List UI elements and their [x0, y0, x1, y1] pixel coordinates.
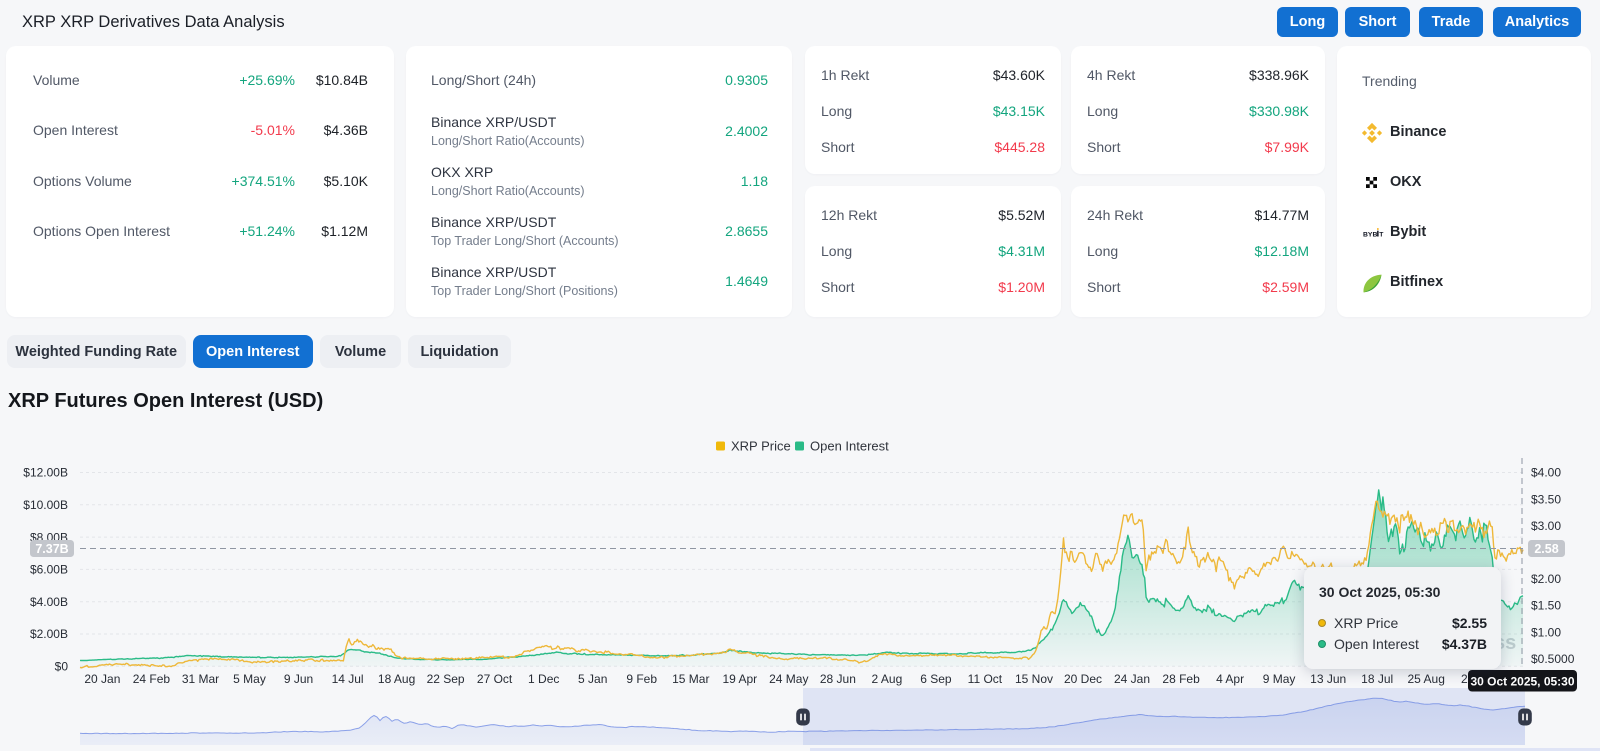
svg-text:9 May: 9 May — [1263, 672, 1296, 686]
svg-text:22 Sep: 22 Sep — [427, 672, 465, 686]
svg-text:$12.00B: $12.00B — [23, 466, 68, 480]
svg-text:31 Mar: 31 Mar — [182, 672, 219, 686]
svg-text:$4.00B: $4.00B — [30, 595, 68, 609]
svg-text:XRP Price: XRP Price — [731, 439, 791, 454]
svg-text:$10.00B: $10.00B — [23, 498, 68, 512]
svg-text:24 Feb: 24 Feb — [133, 672, 171, 686]
svg-text:6 Sep: 6 Sep — [920, 672, 952, 686]
svg-text:Open Interest: Open Interest — [810, 439, 889, 454]
svg-text:$2.00: $2.00 — [1531, 572, 1561, 586]
svg-text:BYB: BYB — [1363, 232, 1377, 239]
svg-text:18 Jul: 18 Jul — [1361, 672, 1393, 686]
svg-text:2 Aug: 2 Aug — [872, 672, 903, 686]
svg-text:$1.50: $1.50 — [1531, 599, 1561, 613]
svg-text:T: T — [1379, 232, 1384, 239]
svg-text:1 Dec: 1 Dec — [528, 672, 559, 686]
svg-text:5 Jan: 5 Jan — [578, 672, 607, 686]
svg-text:15 Nov: 15 Nov — [1015, 672, 1053, 686]
svg-text:4 Apr: 4 Apr — [1216, 672, 1244, 686]
svg-text:$4.00: $4.00 — [1531, 466, 1561, 480]
svg-text:9 Jun: 9 Jun — [284, 672, 313, 686]
svg-text:$0.5000: $0.5000 — [1531, 652, 1575, 666]
svg-text:24 Jan: 24 Jan — [1114, 672, 1150, 686]
svg-text:$0: $0 — [55, 660, 69, 674]
svg-text:30 Oct 2025, 05:30: 30 Oct 2025, 05:30 — [1470, 675, 1574, 689]
svg-text:18 Aug: 18 Aug — [378, 672, 415, 686]
svg-text:28 Jun: 28 Jun — [820, 672, 856, 686]
svg-text:14 Jul: 14 Jul — [332, 672, 364, 686]
svg-text:20 Dec: 20 Dec — [1064, 672, 1102, 686]
svg-text:19 Apr: 19 Apr — [722, 672, 757, 686]
svg-text:24 May: 24 May — [769, 672, 808, 686]
svg-text:25 Aug: 25 Aug — [1408, 672, 1445, 686]
svg-text:27 Oct: 27 Oct — [477, 672, 513, 686]
svg-text:11 Oct: 11 Oct — [968, 672, 1003, 686]
svg-text:$3.50: $3.50 — [1531, 492, 1561, 506]
svg-text:7.37B: 7.37B — [35, 542, 68, 556]
svg-text:$6.00B: $6.00B — [30, 563, 68, 577]
svg-text:$1.00: $1.00 — [1531, 625, 1561, 639]
svg-text:13 Jun: 13 Jun — [1310, 672, 1346, 686]
svg-text:9 Feb: 9 Feb — [626, 672, 657, 686]
svg-text:5 May: 5 May — [233, 672, 266, 686]
svg-text:20 Jan: 20 Jan — [84, 672, 120, 686]
svg-text:2.58: 2.58 — [1534, 542, 1558, 556]
svg-text:$2.00B: $2.00B — [30, 627, 68, 641]
svg-text:28 Feb: 28 Feb — [1162, 672, 1200, 686]
svg-text:$3.00: $3.00 — [1531, 519, 1561, 533]
svg-text:15 Mar: 15 Mar — [672, 672, 709, 686]
